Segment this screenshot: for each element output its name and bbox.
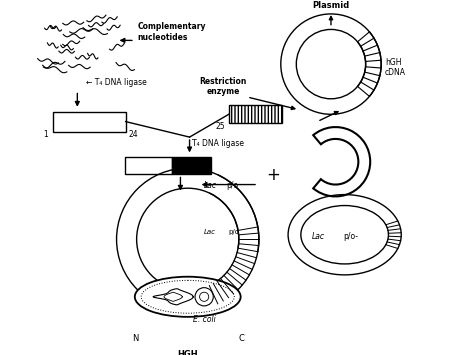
Text: 25: 25 <box>216 122 225 131</box>
Text: p/o: p/o <box>228 229 239 235</box>
Text: T₄ DNA ligase: T₄ DNA ligase <box>192 139 244 148</box>
Text: 1: 1 <box>44 130 48 139</box>
Text: Plasmid: Plasmid <box>312 1 350 10</box>
Text: Lac: Lac <box>311 232 325 241</box>
Bar <box>172 157 210 174</box>
Text: Restriction
enzyme: Restriction enzyme <box>200 77 247 96</box>
Text: E. coli: E. coli <box>193 315 216 324</box>
Text: Lac: Lac <box>204 229 216 235</box>
Text: HGH: HGH <box>177 350 198 355</box>
Text: p/o: p/o <box>226 181 238 190</box>
Bar <box>140 337 235 343</box>
Text: N: N <box>132 334 138 343</box>
Text: Lac: Lac <box>204 181 217 190</box>
Text: hGH
cDNA: hGH cDNA <box>385 58 406 77</box>
Text: Complementary
nucleotides: Complementary nucleotides <box>137 22 206 42</box>
Text: 24: 24 <box>128 130 138 139</box>
Bar <box>229 105 282 124</box>
Text: +: + <box>266 166 281 185</box>
Bar <box>125 157 172 174</box>
Text: C: C <box>239 334 245 343</box>
Ellipse shape <box>135 277 241 317</box>
Text: ← T₄ DNA ligase: ← T₄ DNA ligase <box>86 78 147 87</box>
Text: p/o-: p/o- <box>343 232 358 241</box>
Bar <box>53 111 126 132</box>
